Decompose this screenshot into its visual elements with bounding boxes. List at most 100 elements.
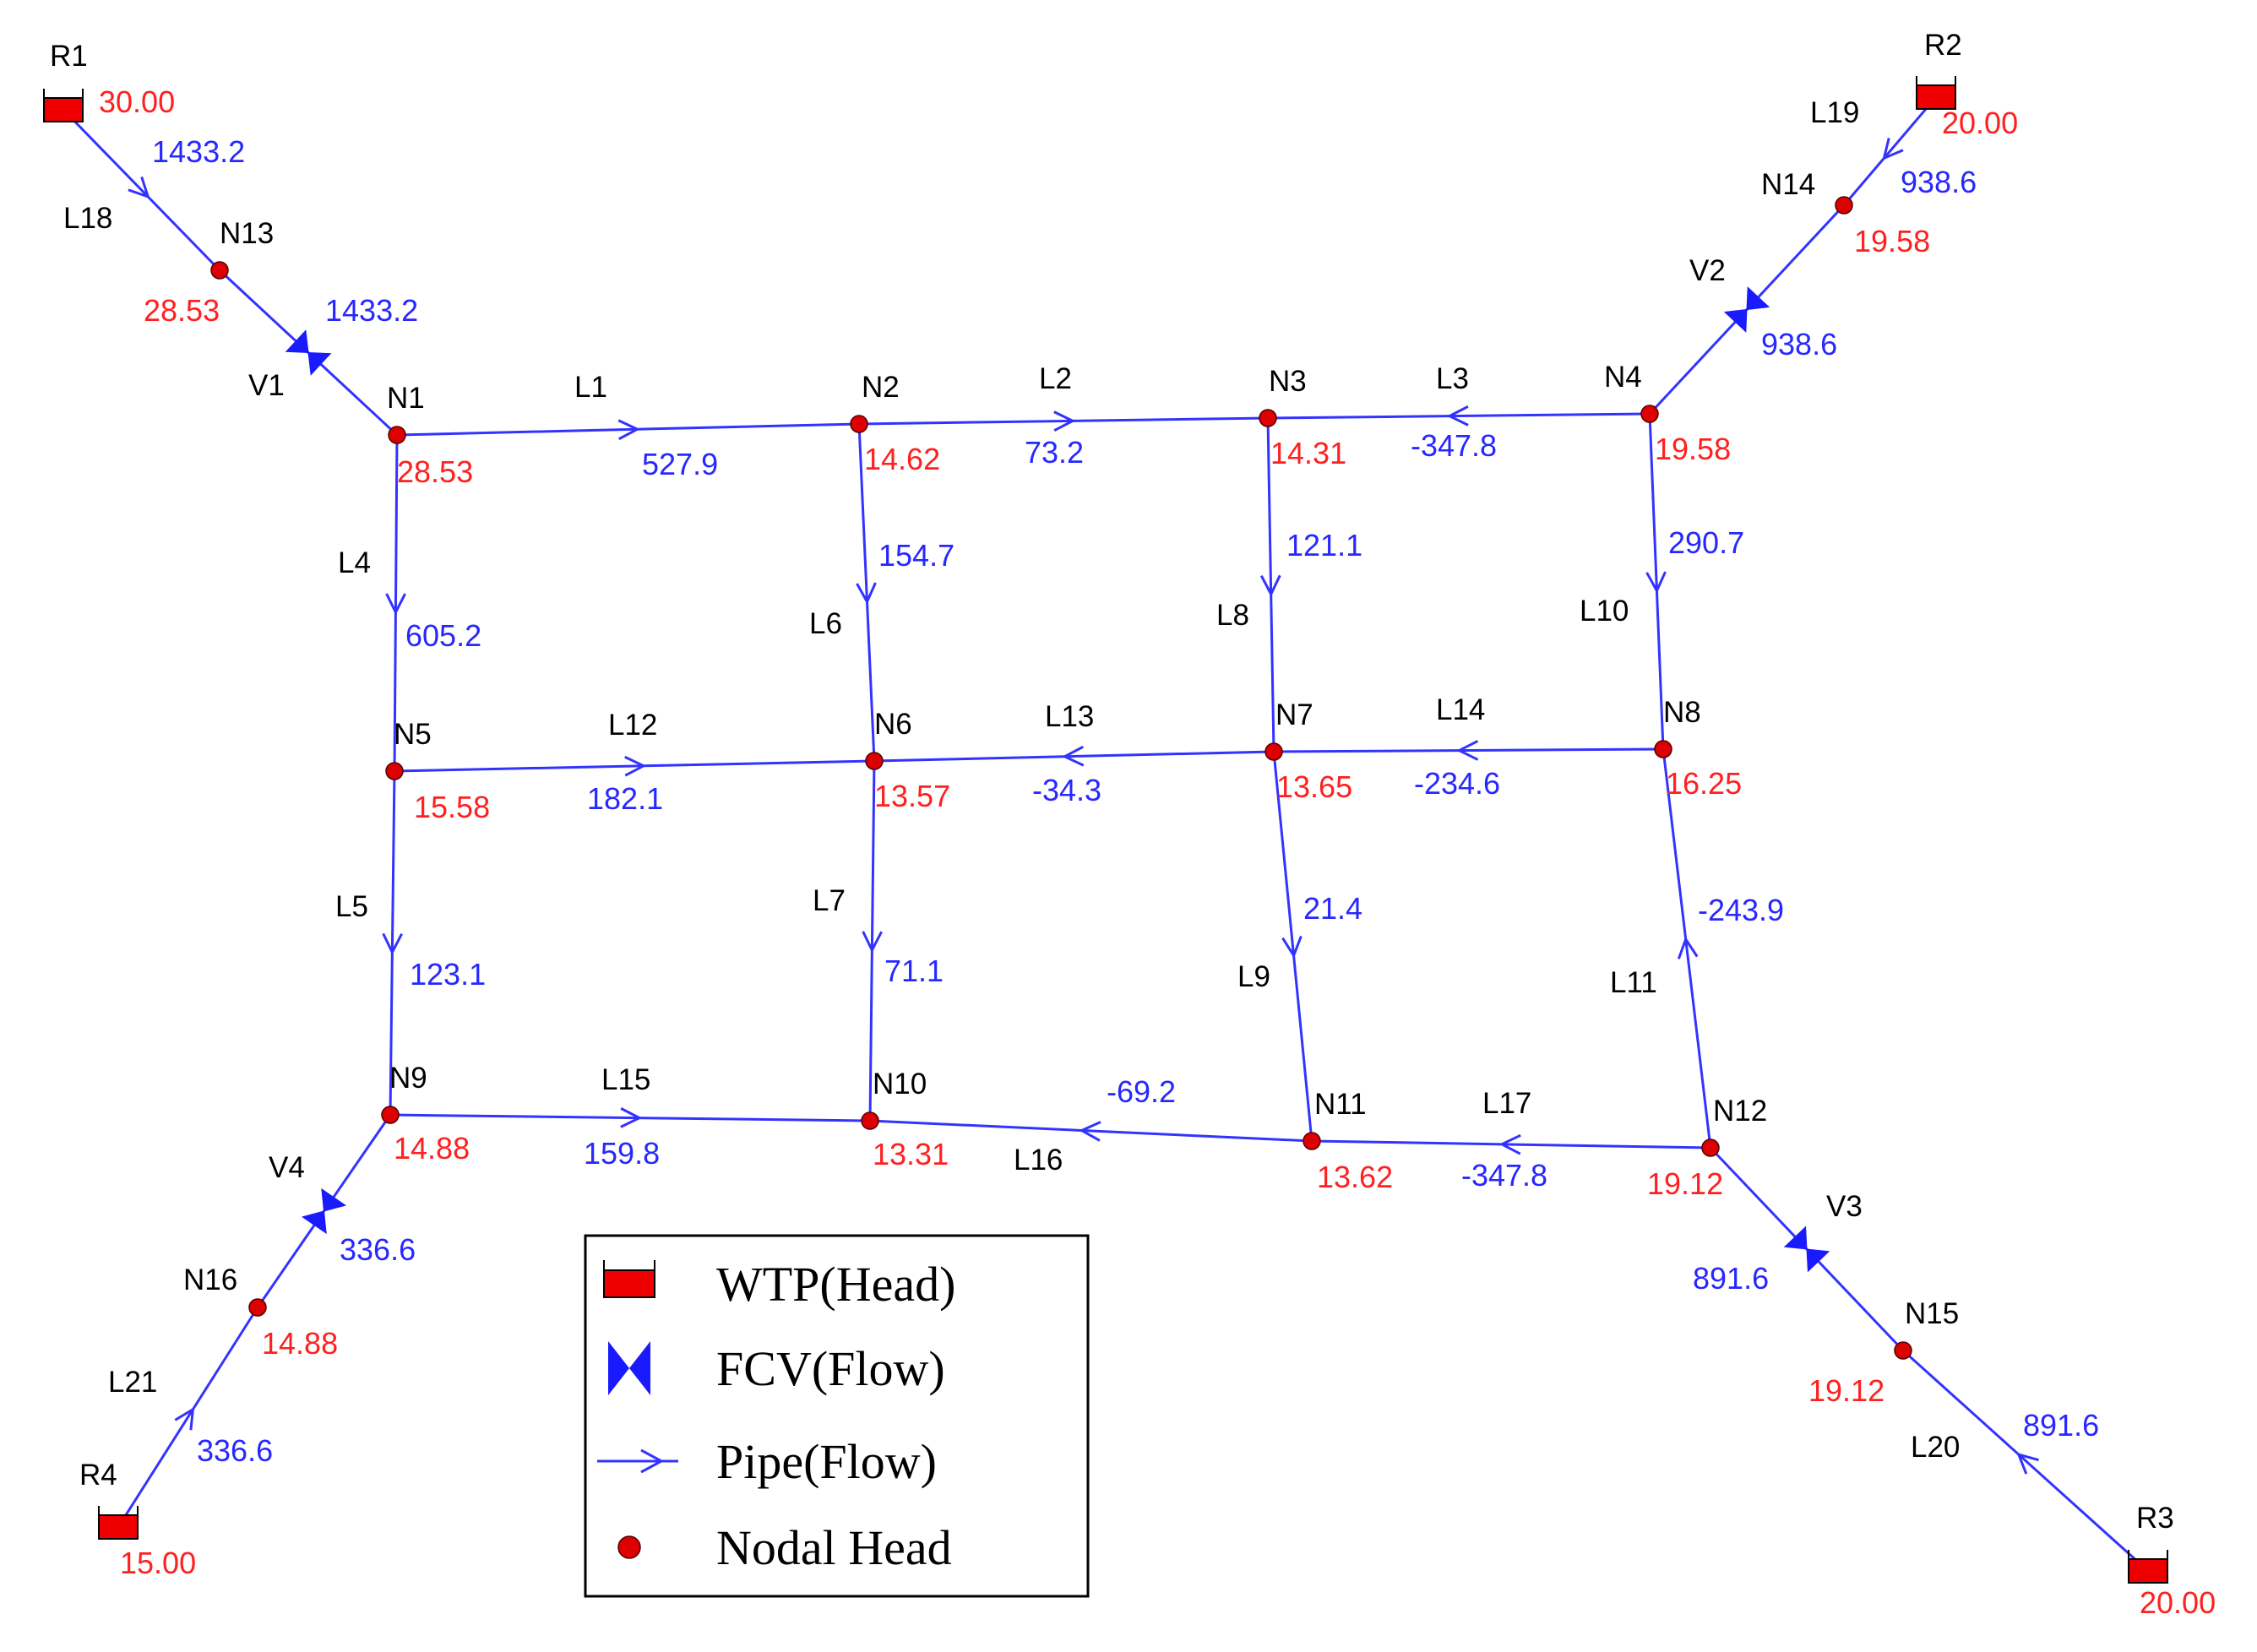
reservoir-label: R3 [2136, 1502, 2174, 1535]
node-head-value: 14.31 [1270, 436, 1346, 470]
node-n14: N14 19.58 [1761, 168, 1930, 258]
valve-label: V1 [248, 369, 285, 402]
node-marker [850, 415, 868, 433]
fcv-valve-icon [1783, 1225, 1830, 1273]
pipe-line [62, 108, 221, 272]
pipe-line [1661, 748, 1712, 1149]
pipe-line [396, 422, 860, 437]
node-head-value: 19.12 [1808, 1373, 1884, 1408]
pipe-l11: L11 -243.9 [1610, 748, 1784, 1149]
pipe-flow-value: -347.8 [1461, 1158, 1547, 1193]
node-head-value: 15.58 [414, 790, 490, 824]
pipe-l8: L8 121.1 [1216, 417, 1362, 753]
flow-arrow-icon [1645, 571, 1667, 594]
pipe-l2: L2 73.2 [858, 362, 1269, 470]
reservoir-head-value: 20.00 [2140, 1585, 2216, 1620]
pipe-flow-value: 336.6 [197, 1433, 273, 1468]
node-marker [1701, 1138, 1720, 1157]
node-head-value: 16.25 [1666, 766, 1742, 801]
node-icon [617, 1535, 641, 1559]
pipe-l19: L19 938.6 [1810, 96, 1977, 206]
legend-box [584, 1234, 1090, 1598]
valve-v3: V3 891.6 [1693, 1146, 1905, 1352]
pipe-flow-value: 123.1 [410, 957, 486, 992]
pipe-flow-value: 1433.2 [152, 134, 245, 169]
pipe-flow-value: 121.1 [1286, 528, 1362, 562]
pipe-flow-value: 938.6 [1901, 165, 1977, 199]
legend-label: Nodal Head [716, 1520, 952, 1575]
node-head-value: 14.88 [394, 1131, 470, 1166]
node-head-value: 19.58 [1854, 224, 1930, 258]
legend-item-wtp: WTP(Head) [603, 1257, 955, 1312]
pipe-flow-value: 154.7 [878, 538, 954, 573]
pipe-line [389, 1113, 871, 1122]
pipe-flow-value: 159.8 [584, 1136, 660, 1171]
pipe-l18: L18 1433.2 [62, 108, 245, 272]
pipe-line [1272, 751, 1313, 1142]
pipe-line [869, 1119, 1313, 1143]
fcv-valve-icon [301, 1187, 347, 1235]
node-n13: N13 28.53 [144, 217, 274, 328]
node-marker [1640, 405, 1659, 423]
pipe-line [1648, 413, 1665, 750]
node-head-value: 28.53 [144, 293, 220, 328]
node-n11: N11 13.62 [1303, 1088, 1393, 1194]
node-label: N14 [1761, 168, 1815, 201]
node-n1: N1 28.53 [387, 382, 473, 489]
flow-arrow-icon [1882, 138, 1904, 160]
pipe-flow-value: -347.8 [1411, 428, 1497, 463]
legend-item-fcv: FCV(Flow) [608, 1341, 945, 1396]
node-n8: N8 16.25 [1654, 696, 1742, 801]
node-label: N3 [1269, 365, 1307, 398]
reservoir-r4: R4 15.00 [79, 1459, 196, 1580]
pipe-label: L3 [1436, 362, 1469, 395]
pipe-label: L21 [108, 1366, 157, 1399]
pipe-line [1901, 1349, 2150, 1573]
pipe-flow-value: -69.2 [1107, 1074, 1176, 1109]
pipe-line [1267, 412, 1651, 420]
pipe-flow-value: 891.6 [2023, 1408, 2099, 1443]
pipe-l5: L5 123.1 [335, 770, 486, 1116]
node-marker [388, 426, 406, 444]
node-label: N6 [874, 708, 912, 741]
pipe-l14: L14 -234.6 [1273, 693, 1664, 801]
pipe-label: L14 [1436, 693, 1485, 726]
pipe-label: L15 [601, 1063, 650, 1096]
node-label: N12 [1713, 1095, 1767, 1128]
flow-arrow-icon [1456, 740, 1479, 761]
pipe-flow-value: 182.1 [587, 781, 663, 816]
pipe-label: L5 [335, 890, 368, 923]
node-n2: N2 14.62 [850, 371, 940, 476]
pipe-label: L18 [63, 202, 112, 235]
wtp-icon [603, 1260, 655, 1298]
node-marker [248, 1298, 267, 1317]
pipe-flow-value: 605.2 [405, 618, 481, 653]
node-n12: N12 19.12 [1647, 1095, 1767, 1201]
node-n15: N15 19.12 [1808, 1297, 1959, 1408]
node-label: N10 [873, 1068, 927, 1100]
node-label: N5 [394, 718, 432, 751]
reservoir-r1: R1 30.00 [43, 40, 175, 122]
flow-arrow-icon [385, 593, 406, 616]
node-marker [385, 762, 404, 780]
pipe-label: L7 [813, 884, 846, 917]
pipe-label: L6 [809, 607, 842, 640]
pipe-label: L11 [1610, 966, 1657, 999]
node-n4: N4 19.58 [1604, 361, 1731, 466]
flow-arrow-icon [1053, 410, 1076, 432]
valve-label: V2 [1689, 254, 1726, 287]
wtp-reservoir-icon [2128, 1550, 2168, 1584]
valve-flow-value: 1433.2 [325, 293, 418, 328]
reservoir-head-value: 30.00 [99, 84, 175, 119]
fcv-valve-icon [1723, 286, 1770, 333]
pipe-l9: L9 21.4 [1237, 751, 1362, 1142]
reservoir-label: R4 [79, 1459, 117, 1492]
node-marker [1259, 409, 1277, 427]
pipe-line [394, 759, 875, 773]
flow-arrow-icon [1079, 1121, 1101, 1142]
valve-flow-value: 938.6 [1761, 327, 1837, 361]
node-marker [210, 261, 229, 280]
legend: WTP(Head) FCV(Flow) Pipe(Flow) Nodal Head [584, 1234, 1090, 1598]
